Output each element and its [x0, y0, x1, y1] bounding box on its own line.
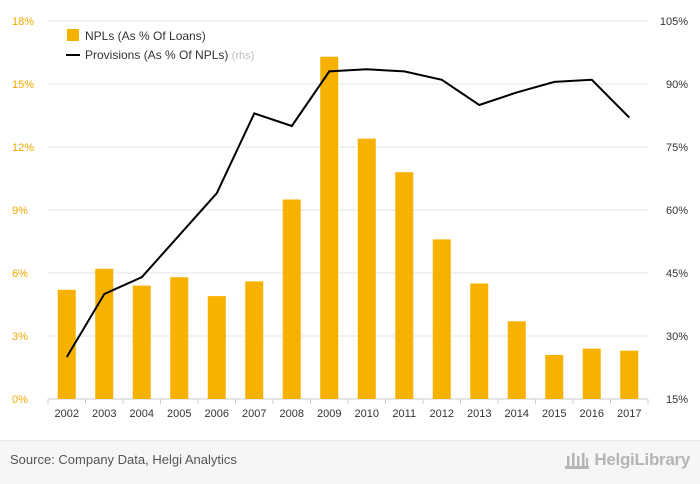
x-tick-label: 2008	[280, 408, 304, 420]
y-left-tick-label: 12%	[12, 142, 34, 154]
y-left-tick-label: 9%	[12, 205, 28, 217]
npl-bars	[58, 57, 639, 399]
x-tick-label: 2010	[355, 408, 379, 420]
npl-bar	[508, 321, 526, 399]
y-right-tick-label: 45%	[666, 268, 688, 280]
x-tick-label: 2013	[467, 408, 491, 420]
y-right-tick-label: 105%	[660, 16, 688, 28]
npl-bar	[208, 296, 226, 399]
y-right-tick-label: 30%	[666, 331, 688, 343]
x-tick-label: 2015	[542, 408, 566, 420]
npl-bar	[133, 286, 151, 399]
legend-label-provisions: Provisions (As % Of NPLs) (rhs)	[85, 48, 254, 62]
npl-bar	[545, 355, 563, 399]
npl-bar	[245, 281, 263, 399]
npl-bar	[358, 139, 376, 399]
y-right-tick-label: 75%	[666, 142, 688, 154]
y-axis-left: 0% 3% 6% 9% 12% 15% 18%	[12, 16, 34, 406]
y-right-tick-label: 60%	[666, 205, 688, 217]
y-left-tick-label: 0%	[12, 394, 28, 406]
provisions-line	[67, 69, 630, 357]
legend-label-provisions-name: Provisions (As % Of NPLs)	[85, 48, 228, 62]
x-tick-label: 2005	[167, 408, 191, 420]
x-axis: 2002 2003 2004 2005 2006 2007 2008 2009 2010 2011…	[48, 399, 648, 420]
footer: Source: Company Data, Helgi Analytics He…	[0, 440, 700, 484]
x-tick-label: 2011	[392, 408, 416, 420]
brand-logo: HelgiLibrary	[564, 450, 690, 470]
x-tick-label: 2016	[580, 408, 604, 420]
x-tick-label: 2006	[205, 408, 229, 420]
npl-bar	[320, 57, 338, 399]
y-left-tick-label: 18%	[12, 16, 34, 28]
npl-bar	[620, 351, 638, 399]
y-left-tick-label: 3%	[12, 331, 28, 343]
brand-name: HelgiLibrary	[594, 450, 690, 470]
x-tick-label: 2012	[430, 408, 454, 420]
source-note: Source: Company Data, Helgi Analytics	[10, 452, 237, 467]
npl-bar	[170, 277, 188, 399]
y-left-tick-label: 6%	[12, 268, 28, 280]
x-tick-label: 2009	[317, 408, 341, 420]
npl-bar	[58, 290, 76, 399]
provisions-series-line	[67, 69, 630, 357]
x-tick-label: 2014	[505, 408, 529, 420]
legend-swatch-npls	[67, 29, 79, 41]
legend-label-provisions-suffix: (rhs)	[232, 50, 255, 62]
y-right-tick-label: 90%	[666, 79, 688, 91]
npl-bar	[583, 349, 601, 399]
x-tick-label: 2007	[242, 408, 266, 420]
legend-label-npls: NPLs (As % Of Loans)	[85, 29, 206, 43]
x-tick-label: 2003	[92, 408, 116, 420]
chart: 0% 3% 6% 9% 12% 15% 18% 15% 30% 45% 60% 75% 90% 105%…	[0, 0, 700, 440]
x-tick-label: 2017	[617, 408, 641, 420]
legend: NPLs (As % Of Loans) Provisions (As % Of…	[66, 29, 254, 62]
library-columns-icon	[564, 450, 590, 470]
npl-bar	[470, 284, 488, 400]
y-right-tick-label: 15%	[666, 394, 688, 406]
npl-bar	[395, 172, 413, 399]
x-tick-label: 2004	[130, 408, 154, 420]
npl-bar	[433, 239, 451, 399]
y-left-tick-label: 15%	[12, 79, 34, 91]
y-axis-right: 15% 30% 45% 60% 75% 90% 105%	[660, 16, 688, 406]
npl-bar	[95, 269, 113, 399]
x-tick-label: 2002	[55, 408, 79, 420]
npl-bar	[283, 200, 301, 400]
